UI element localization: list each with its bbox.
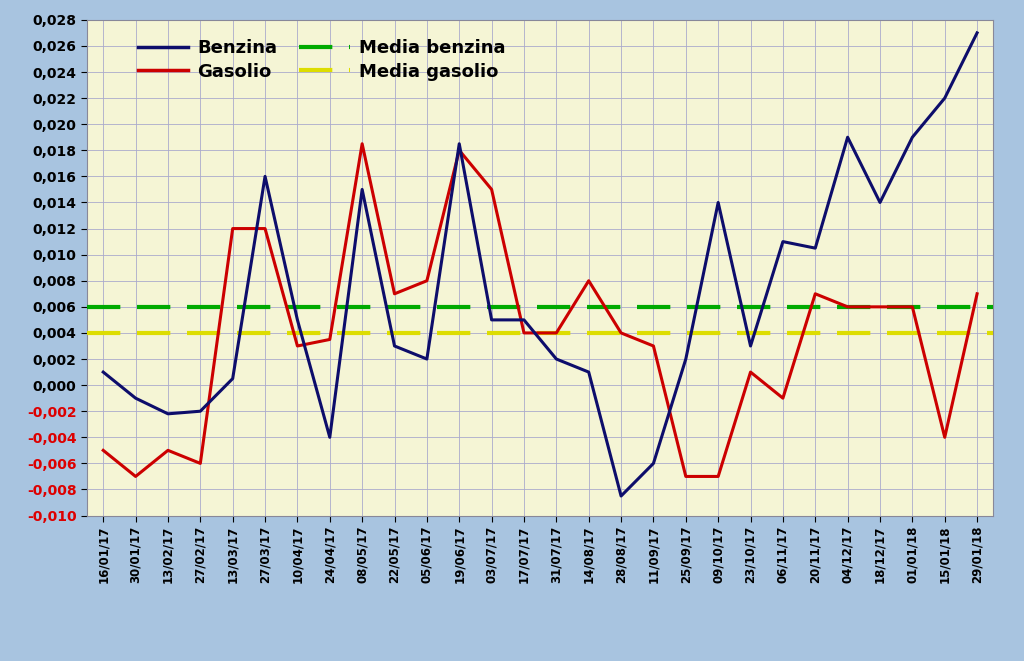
Benzina: [518, 316, 530, 324]
Media gasolio: [129, 329, 141, 337]
Gasolio: [712, 473, 724, 481]
Legend: Benzina, Gasolio, Media benzina, Media gasolio: Benzina, Gasolio, Media benzina, Media g…: [132, 34, 511, 86]
Gasolio: [324, 336, 336, 344]
Gasolio: [615, 329, 628, 337]
Benzina: [550, 355, 562, 363]
Gasolio: [97, 446, 110, 454]
Benzina: [873, 198, 886, 206]
Benzina: [291, 316, 303, 324]
Benzina: [259, 173, 271, 180]
Gasolio: [906, 303, 919, 311]
Benzina: [712, 198, 724, 206]
Media gasolio: [97, 329, 110, 337]
Gasolio: [518, 329, 530, 337]
Benzina: [226, 375, 239, 383]
Benzina: [195, 407, 207, 415]
Media benzina: [97, 303, 110, 311]
Gasolio: [647, 342, 659, 350]
Benzina: [809, 244, 821, 252]
Gasolio: [809, 290, 821, 297]
Gasolio: [550, 329, 562, 337]
Benzina: [615, 492, 628, 500]
Benzina: [97, 368, 110, 376]
Benzina: [583, 368, 595, 376]
Gasolio: [291, 342, 303, 350]
Benzina: [485, 316, 498, 324]
Benzina: [162, 410, 174, 418]
Gasolio: [356, 139, 369, 147]
Benzina: [842, 134, 854, 141]
Benzina: [324, 434, 336, 442]
Benzina: [647, 459, 659, 467]
Gasolio: [226, 225, 239, 233]
Benzina: [939, 94, 951, 102]
Benzina: [744, 342, 757, 350]
Gasolio: [873, 303, 886, 311]
Gasolio: [971, 290, 983, 297]
Gasolio: [259, 225, 271, 233]
Gasolio: [680, 473, 692, 481]
Benzina: [777, 238, 790, 246]
Media benzina: [129, 303, 141, 311]
Benzina: [129, 394, 141, 402]
Gasolio: [744, 368, 757, 376]
Benzina: [421, 355, 433, 363]
Line: Benzina: Benzina: [103, 33, 977, 496]
Gasolio: [388, 290, 400, 297]
Gasolio: [195, 459, 207, 467]
Gasolio: [485, 186, 498, 194]
Gasolio: [777, 394, 790, 402]
Gasolio: [939, 434, 951, 442]
Gasolio: [421, 277, 433, 285]
Line: Gasolio: Gasolio: [103, 143, 977, 477]
Benzina: [453, 139, 465, 147]
Gasolio: [162, 446, 174, 454]
Gasolio: [453, 146, 465, 154]
Benzina: [388, 342, 400, 350]
Benzina: [971, 29, 983, 37]
Gasolio: [583, 277, 595, 285]
Gasolio: [842, 303, 854, 311]
Gasolio: [129, 473, 141, 481]
Benzina: [680, 355, 692, 363]
Benzina: [906, 134, 919, 141]
Benzina: [356, 186, 369, 194]
